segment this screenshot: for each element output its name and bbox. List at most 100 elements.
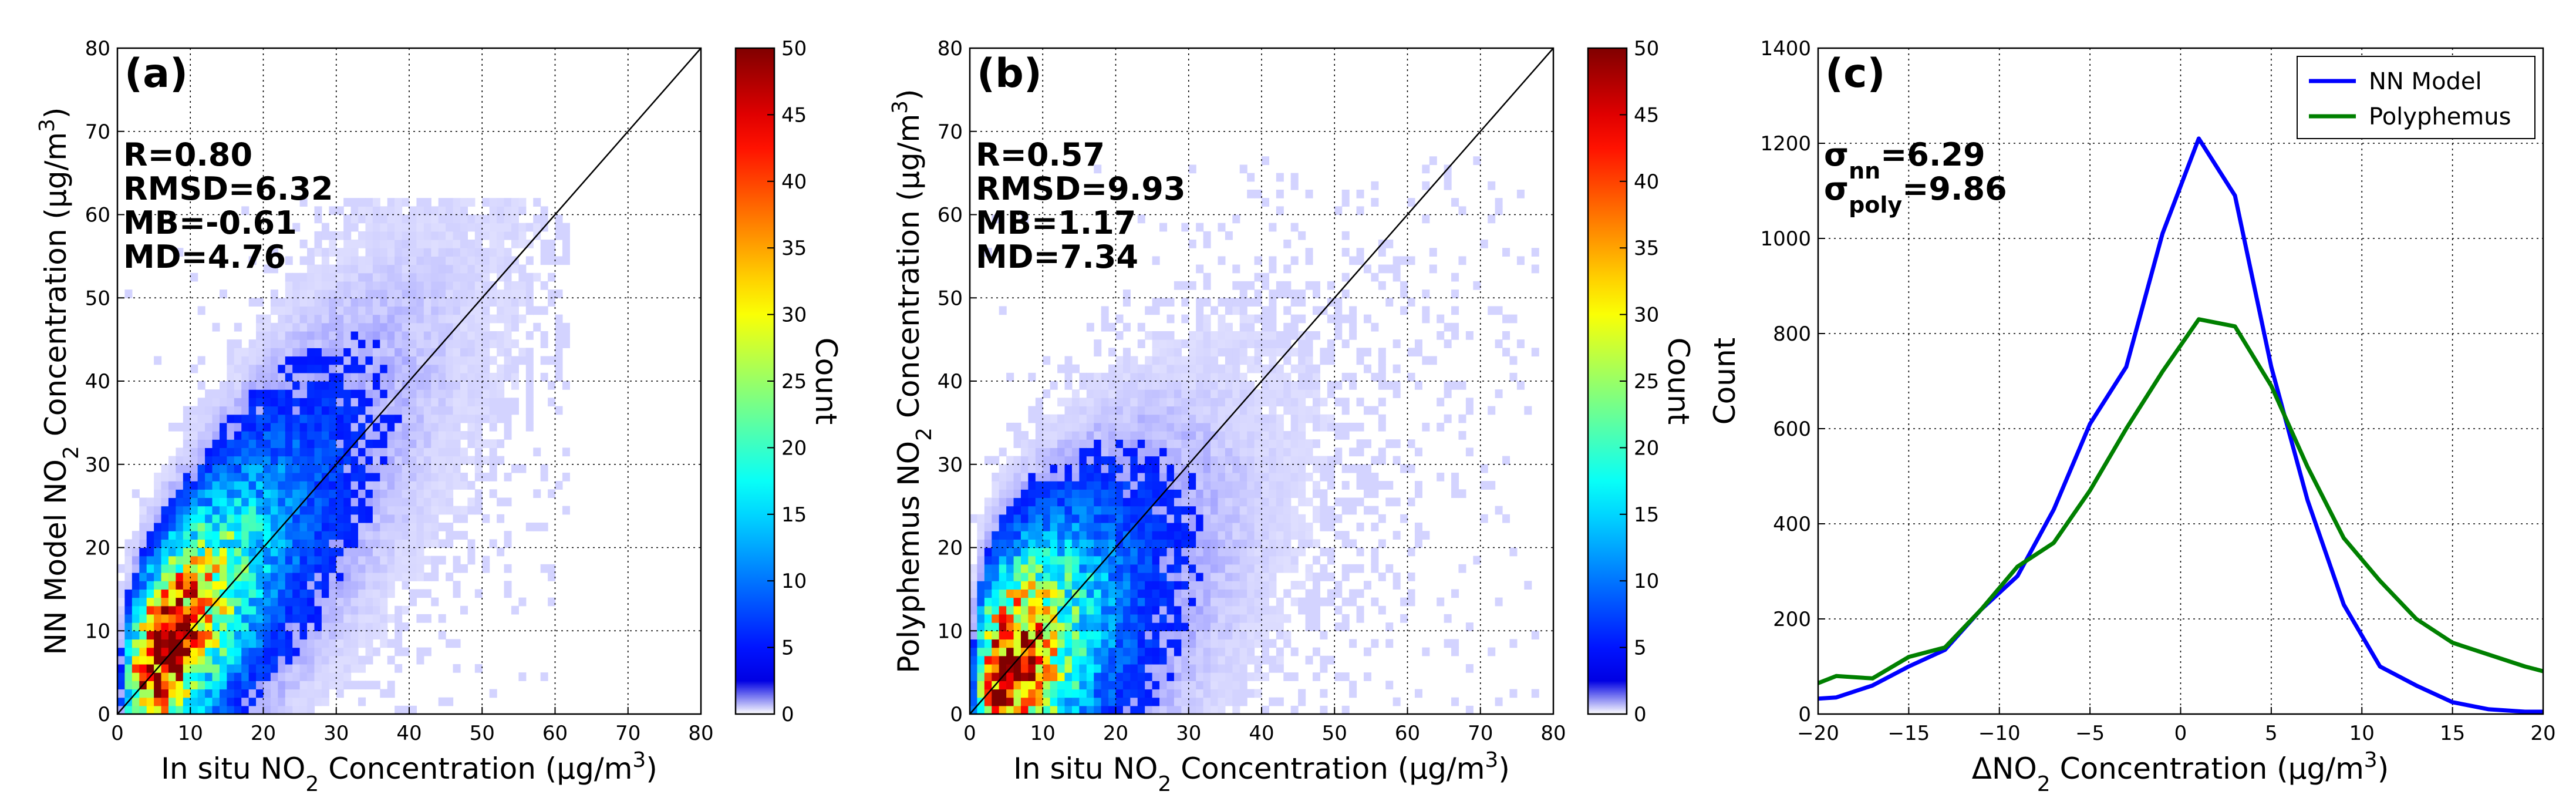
heatmap-cell (1122, 506, 1131, 515)
heatmap-cell (1320, 398, 1328, 407)
heatmap-cell (292, 464, 301, 473)
heatmap-cell (248, 647, 257, 656)
heatmap-cell (1174, 398, 1182, 407)
heatmap-cell (227, 472, 235, 482)
heatmap-cell (992, 689, 1000, 698)
heatmap-cell (285, 406, 293, 415)
heatmap-cell (1232, 506, 1240, 515)
heatmap-cell (423, 198, 431, 207)
heatmap-cell (205, 672, 213, 681)
heatmap-cell (1225, 331, 1233, 340)
heatmap-cell (1057, 556, 1066, 565)
heatmap-cell (977, 539, 985, 548)
heatmap-cell (278, 364, 286, 373)
heatmap-cell (1232, 655, 1240, 665)
heatmap-cell (1028, 464, 1036, 473)
heatmap-cell (446, 406, 454, 415)
heatmap-cell (190, 672, 198, 681)
heatmap-cell (1203, 272, 1211, 282)
heatmap-cell (1181, 672, 1189, 681)
heatmap-cell (1094, 647, 1102, 656)
heatmap-cell (329, 556, 337, 565)
heatmap-cell (1451, 322, 1459, 332)
heatmap-cell (497, 314, 505, 324)
heatmap-cell (1115, 564, 1124, 573)
heatmap-cell (234, 639, 242, 648)
heatmap-cell (482, 406, 490, 415)
heatmap-cell (482, 272, 490, 282)
heatmap-cell (343, 597, 352, 607)
heatmap-cell (256, 514, 264, 523)
heatmap-cell (1269, 447, 1277, 457)
heatmap-cell (336, 464, 344, 473)
heatmap-cell (314, 514, 322, 523)
heatmap-cell (1071, 597, 1080, 607)
heatmap-cell (234, 348, 242, 357)
heatmap-cell (350, 364, 359, 373)
heatmap-cell (431, 456, 439, 465)
heatmap-cell (1524, 581, 1532, 590)
x-tick-label: 30 (1176, 722, 1201, 745)
heatmap-cell (248, 664, 257, 673)
heatmap-cell (438, 198, 446, 207)
heatmap-cell (1071, 456, 1080, 465)
heatmap-cell (1094, 497, 1102, 507)
heatmap-cell (431, 531, 439, 540)
heatmap-cell (1086, 589, 1094, 598)
heatmap-cell (285, 547, 293, 557)
heatmap-cell (1451, 489, 1459, 499)
heatmap-cell (1254, 614, 1262, 623)
heatmap-cell (1094, 472, 1102, 482)
heatmap-cell (1509, 314, 1518, 324)
heatmap-cell (1094, 439, 1102, 448)
heatmap-cell (504, 306, 512, 315)
heatmap-cell (1239, 439, 1247, 448)
heatmap-cell (1320, 514, 1328, 523)
heatmap-cell (1196, 664, 1204, 673)
heatmap-cell (263, 322, 271, 332)
heatmap-cell (467, 414, 476, 423)
heatmap-cell (1196, 389, 1204, 398)
heatmap-cell (343, 539, 352, 548)
heatmap-cell (1101, 689, 1109, 698)
heatmap-cell (1115, 664, 1124, 673)
heatmap-cell (1006, 539, 1014, 548)
heatmap-cell (263, 264, 271, 274)
heatmap-cell (1137, 697, 1145, 706)
heatmap-cell (1115, 331, 1124, 340)
heatmap-cell (402, 223, 410, 232)
heatmap-cell (1262, 198, 1270, 207)
heatmap-cell (1057, 481, 1066, 490)
heatmap-cell (1262, 506, 1270, 515)
heatmap-cell (395, 531, 403, 540)
heatmap-cell (1101, 631, 1109, 640)
heatmap-cell (423, 348, 431, 357)
heatmap-cell (1298, 472, 1306, 482)
x-tick-label: 20 (2530, 722, 2555, 745)
heatmap-cell (1094, 406, 1102, 415)
heatmap-cell (1057, 547, 1066, 557)
heatmap-cell (365, 647, 373, 656)
heatmap-cell (1057, 689, 1066, 698)
heatmap-cell (1254, 414, 1262, 423)
heatmap-cell (489, 206, 497, 216)
heatmap-cell (431, 431, 439, 440)
heatmap-cell (154, 672, 162, 681)
heatmap-cell (1276, 664, 1284, 673)
heatmap-cell (511, 605, 519, 615)
heatmap-cell (329, 564, 337, 573)
heatmap-cell (205, 631, 213, 640)
heatmap-cell (197, 705, 205, 714)
heatmap-cell (1218, 697, 1226, 706)
heatmap-cell (299, 306, 308, 315)
heatmap-cell (1108, 348, 1117, 357)
heatmap-cell (1203, 356, 1211, 365)
heatmap-cell (336, 589, 344, 598)
x-tick-label: 10 (2349, 722, 2375, 745)
heatmap-cell (1305, 531, 1313, 540)
heatmap-cell (336, 564, 344, 573)
heatmap-cell (1211, 422, 1219, 432)
heatmap-cell (1013, 456, 1021, 465)
heatmap-cell (395, 289, 403, 298)
heatmap-cell (1130, 672, 1138, 681)
